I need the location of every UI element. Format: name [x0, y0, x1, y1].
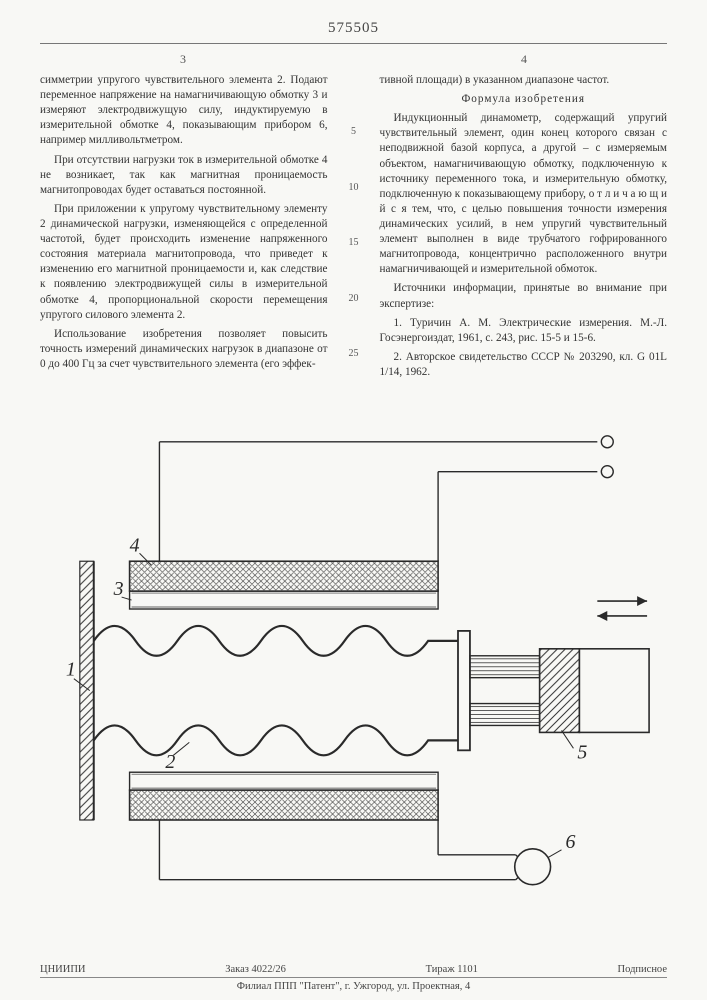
- para: симметрии упругого чувствительного элеме…: [40, 73, 328, 149]
- para: Источники информации, принятые во вниман…: [380, 281, 668, 311]
- line-num: 15: [346, 236, 362, 250]
- footer-order: Заказ 4022/26: [225, 964, 286, 975]
- para: При отсутствии нагрузки ток в измеритель…: [40, 153, 328, 198]
- page-num-right: 4: [521, 52, 527, 67]
- label-1: 1: [66, 659, 76, 681]
- right-column: тивной площади) в указанном диапазоне ча…: [380, 73, 668, 384]
- para: Индукционный динамометр, содержащий упру…: [380, 111, 668, 277]
- page-num-left: 3: [180, 52, 186, 67]
- line-number-gutter: 5 10 15 20 25: [346, 73, 362, 384]
- left-column: симметрии упругого чувствительного элеме…: [40, 73, 328, 384]
- dynamometer-figure: 1 2 3 4 5 6: [40, 402, 667, 900]
- footer-sub: Подписное: [618, 964, 667, 975]
- line-num: 5: [346, 125, 362, 139]
- line-num: 20: [346, 292, 362, 306]
- footer-org: ЦНИИПИ: [40, 964, 86, 975]
- label-5: 5: [577, 741, 587, 763]
- page-nums: 3 4: [40, 52, 667, 67]
- para: Использование изобретения позволяет повы…: [40, 327, 328, 372]
- label-6: 6: [565, 831, 575, 853]
- footer: ЦНИИПИ Заказ 4022/26 Тираж 1101 Подписно…: [40, 964, 667, 992]
- footer-address: Филиал ППП "Патент", г. Ужгород, ул. Про…: [40, 981, 667, 992]
- top-rule: [40, 43, 667, 44]
- body-columns: симметрии упругого чувствительного элеме…: [40, 73, 667, 384]
- formula-title: Формула изобретения: [380, 92, 668, 107]
- para: При приложении к упругому чувствительном…: [40, 202, 328, 323]
- line-num: 10: [346, 181, 362, 195]
- footer-tirage: Тираж 1101: [426, 964, 478, 975]
- para: 1. Туричин А. М. Электрические измерения…: [380, 316, 668, 346]
- label-4: 4: [130, 534, 140, 556]
- patent-number: 575505: [40, 20, 667, 37]
- line-num: 25: [346, 347, 362, 361]
- para: тивной площади) в указанном диапазоне ча…: [380, 73, 668, 88]
- para: 2. Авторское свидетельство СССР № 203290…: [380, 350, 668, 380]
